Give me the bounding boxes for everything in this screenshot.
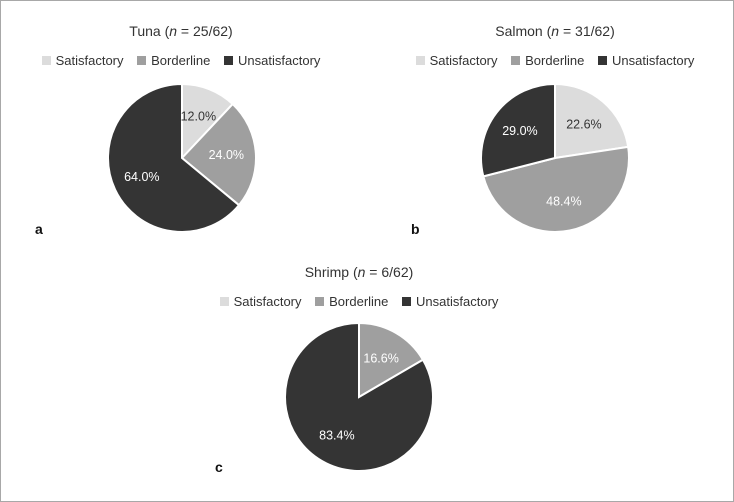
chart-shrimp: Shrimp (n = 6/62) Satisfactory Borderlin…	[189, 264, 529, 484]
pie-slice-borderline	[482, 145, 630, 233]
chart-tuna: Tuna (n = 25/62) Satisfactory Borderline…	[11, 23, 351, 243]
pie-chart-tuna: 12.0% 24.0% 64.0%	[107, 82, 257, 233]
panel-label-b: b	[411, 221, 420, 237]
legend-item-unsatisfactory: Unsatisfactory	[224, 53, 320, 68]
pie-slice-unsatisfactory	[284, 321, 434, 472]
pie-slice-borderline	[180, 102, 257, 207]
legend-item-unsatisfactory: Unsatisfactory	[598, 53, 694, 68]
pie-chart-salmon: 22.6% 48.4% 29.0%	[480, 82, 630, 233]
chart-title: Shrimp (n = 6/62)	[304, 264, 414, 280]
pie-slice-unsatisfactory	[480, 82, 556, 178]
legend-item-borderline: Borderline	[137, 53, 210, 68]
pie-data-label: 24.0%	[209, 148, 244, 162]
pie-data-label: 64.0%	[124, 170, 159, 184]
legend-item-satisfactory: Satisfactory	[41, 53, 124, 68]
legend-swatch	[415, 56, 425, 65]
legend-swatch	[137, 56, 147, 65]
pie-slice-borderline	[358, 321, 425, 399]
pie-data-label: 83.4%	[319, 428, 354, 442]
pie-chart-shrimp: 16.6% 83.4%	[284, 321, 434, 472]
legend-swatch	[219, 297, 229, 306]
pie-data-label: 22.6%	[566, 117, 601, 131]
legend-item-satisfactory: Satisfactory	[219, 294, 302, 309]
pie-data-label: 12.0%	[181, 110, 216, 124]
pie-data-label: 29.0%	[502, 124, 537, 138]
legend-swatch	[402, 297, 412, 306]
pie-data-label: 16.6%	[363, 352, 398, 366]
legend-swatch	[598, 56, 608, 65]
panel-label-a: a	[35, 221, 43, 237]
legend-item-satisfactory: Satisfactory	[415, 53, 498, 68]
pie-slice-satisfactory	[554, 82, 630, 160]
legend: Satisfactory Borderline Unsatisfactory	[189, 294, 529, 309]
panel-label-c: c	[215, 459, 223, 475]
legend-swatch	[511, 56, 521, 65]
legend-item-borderline: Borderline	[511, 53, 584, 68]
legend-swatch	[315, 297, 325, 306]
pie-slice-unsatisfactory	[107, 82, 241, 233]
legend-swatch	[224, 56, 234, 65]
pie-data-label: 48.4%	[546, 195, 581, 209]
legend-item-borderline: Borderline	[315, 294, 388, 309]
legend: Satisfactory Borderline Unsatisfactory	[11, 53, 351, 68]
legend: Satisfactory Borderline Unsatisfactory	[385, 53, 725, 68]
legend-item-unsatisfactory: Unsatisfactory	[402, 294, 498, 309]
chart-title: Tuna (n = 25/62)	[129, 23, 233, 39]
chart-title: Salmon (n = 31/62)	[495, 23, 615, 39]
chart-salmon: Salmon (n = 31/62) Satisfactory Borderli…	[385, 23, 725, 243]
legend-swatch	[41, 56, 51, 65]
